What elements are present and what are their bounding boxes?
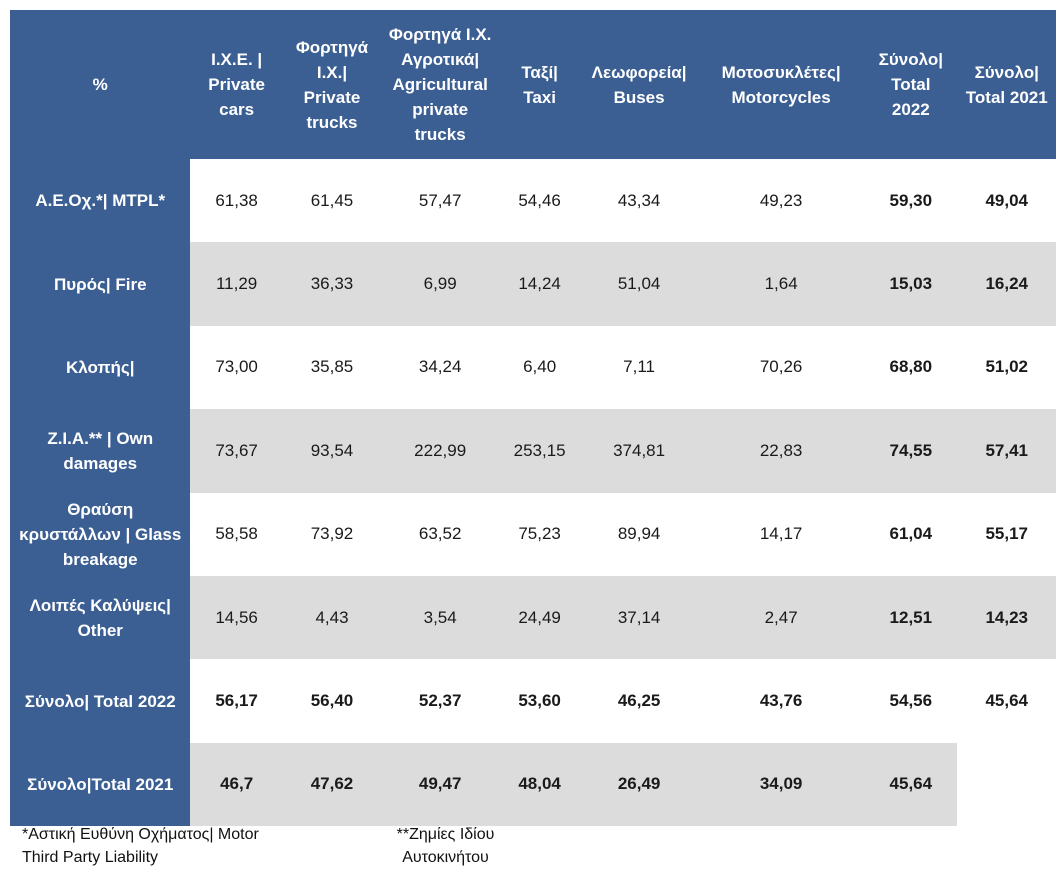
cell: 46,25 (580, 659, 699, 743)
cell: 46,7 (190, 742, 283, 827)
table-row: Θραύση κρυστάλλων | Glass breakage 58,58… (10, 492, 1056, 576)
cell: 7,11 (580, 325, 699, 410)
cell: 253,15 (499, 409, 581, 493)
footnote-own-damages-text: **Ζημίες Ιδίου Αυτοκινήτου (396, 826, 495, 866)
row-label: Α.Ε.Οχ.*| MTPL* (10, 159, 191, 243)
cell: 57,47 (381, 159, 500, 243)
table-row: Πυρός| Fire 11,29 36,33 6,99 14,24 51,04… (10, 242, 1056, 326)
header-percent: % (10, 10, 191, 159)
cell: 34,24 (381, 325, 500, 410)
header-total-2021: Σύνολο| Total 2021 (957, 10, 1056, 159)
cell: 12,51 (864, 575, 958, 660)
cell: 1,64 (698, 242, 865, 326)
row-label: Ζ.Ι.Α.** | Own damages (10, 409, 191, 493)
cell: 56,17 (190, 659, 283, 743)
cell: 51,02 (957, 325, 1056, 410)
cell: 6,99 (381, 242, 500, 326)
cell: 47,62 (282, 742, 382, 827)
cell: 54,46 (499, 159, 581, 243)
cell: 6,40 (499, 325, 581, 410)
cell: 73,92 (282, 492, 382, 576)
row-label: Θραύση κρυστάλλων | Glass breakage (10, 492, 191, 576)
cell: 55,17 (957, 492, 1056, 576)
cell: 16,24 (957, 242, 1056, 326)
cell: 51,04 (580, 242, 699, 326)
cell: 15,03 (864, 242, 958, 326)
header-agricultural-trucks: Φορτηγά Ι.Χ. Αγροτικά| Agricultural priv… (381, 10, 500, 159)
cell: 54,56 (864, 659, 958, 743)
cell: 58,58 (190, 492, 283, 576)
cell: 34,09 (698, 742, 865, 827)
cell: 49,23 (698, 159, 865, 243)
footnote-mtpl: *Αστική Ευθύνη Οχήματος| Motor Third Par… (22, 823, 272, 869)
header-motorcycles: Μοτοσυκλέτες| Motorcycles (698, 10, 865, 159)
header-taxi: Ταξί| Taxi (499, 10, 581, 159)
header-private-cars: Ι.Χ.Ε. | Private cars (190, 10, 283, 159)
cell: 14,23 (957, 575, 1056, 660)
table-row: Σύνολο|Total 2021 46,7 47,62 49,47 48,04… (10, 742, 1056, 827)
cell: 53,60 (499, 659, 581, 743)
header-buses: Λεωφορεία| Buses (580, 10, 699, 159)
header-row: % Ι.Χ.Ε. | Private cars Φορτηγά Ι.Χ.| Pr… (10, 10, 1056, 159)
cell: 48,04 (499, 742, 581, 827)
row-label: Λοιπές Καλύψεις| Other (10, 575, 191, 660)
footnote-mtpl-text: *Αστική Ευθύνη Οχήματος| Motor Third Par… (22, 826, 259, 866)
cell: 374,81 (580, 409, 699, 493)
row-label: Σύνολο|Total 2021 (10, 742, 191, 827)
cell: 4,43 (282, 575, 382, 660)
cell: 22,83 (698, 409, 865, 493)
cell: 68,80 (864, 325, 958, 410)
cell: 61,45 (282, 159, 382, 243)
cell: 93,54 (282, 409, 382, 493)
cell: 14,17 (698, 492, 865, 576)
cell: 52,37 (381, 659, 500, 743)
cell: 35,85 (282, 325, 382, 410)
cell: 70,26 (698, 325, 865, 410)
cell: 43,76 (698, 659, 865, 743)
footnote-own-damages: **Ζημίες Ιδίου Αυτοκινήτου (383, 823, 508, 869)
cell: 73,00 (190, 325, 283, 410)
cell: 3,54 (381, 575, 500, 660)
cell: 56,40 (282, 659, 382, 743)
table-row: Κλοπής| 73,00 35,85 34,24 6,40 7,11 70,2… (10, 325, 1056, 410)
cell: 14,24 (499, 242, 581, 326)
cell: 43,34 (580, 159, 699, 243)
header-total-2022: Σύνολο| Total 2022 (864, 10, 958, 159)
cell: 49,47 (381, 742, 500, 827)
row-label: Κλοπής| (10, 325, 191, 410)
cell: 222,99 (381, 409, 500, 493)
cell: 74,55 (864, 409, 958, 493)
cell: 45,64 (957, 659, 1056, 743)
cell: 2,47 (698, 575, 865, 660)
cell: 63,52 (381, 492, 500, 576)
table-row: Α.Ε.Οχ.*| MTPL* 61,38 61,45 57,47 54,46 … (10, 159, 1056, 243)
row-label: Πυρός| Fire (10, 242, 191, 326)
header-private-trucks: Φορτηγά Ι.Χ.| Private trucks (282, 10, 382, 159)
loss-ratio-table: % Ι.Χ.Ε. | Private cars Φορτηγά Ι.Χ.| Pr… (10, 10, 1056, 827)
cell: 75,23 (499, 492, 581, 576)
cell: 11,29 (190, 242, 283, 326)
cell: 37,14 (580, 575, 699, 660)
row-label: Σύνολο| Total 2022 (10, 659, 191, 743)
cell: 89,94 (580, 492, 699, 576)
cell: 59,30 (864, 159, 958, 243)
cell: 36,33 (282, 242, 382, 326)
cell: 57,41 (957, 409, 1056, 493)
cell: 14,56 (190, 575, 283, 660)
cell: 61,04 (864, 492, 958, 576)
cell: 24,49 (499, 575, 581, 660)
cell: 49,04 (957, 159, 1056, 243)
cell: 26,49 (580, 742, 699, 827)
cell: 45,64 (864, 742, 958, 827)
table-row: Ζ.Ι.Α.** | Own damages 73,67 93,54 222,9… (10, 409, 1056, 493)
table-row: Λοιπές Καλύψεις| Other 14,56 4,43 3,54 2… (10, 575, 1056, 660)
cell: 73,67 (190, 409, 283, 493)
cell: 61,38 (190, 159, 283, 243)
empty-cell (957, 742, 1056, 827)
table-row: Σύνολο| Total 2022 56,17 56,40 52,37 53,… (10, 659, 1056, 743)
